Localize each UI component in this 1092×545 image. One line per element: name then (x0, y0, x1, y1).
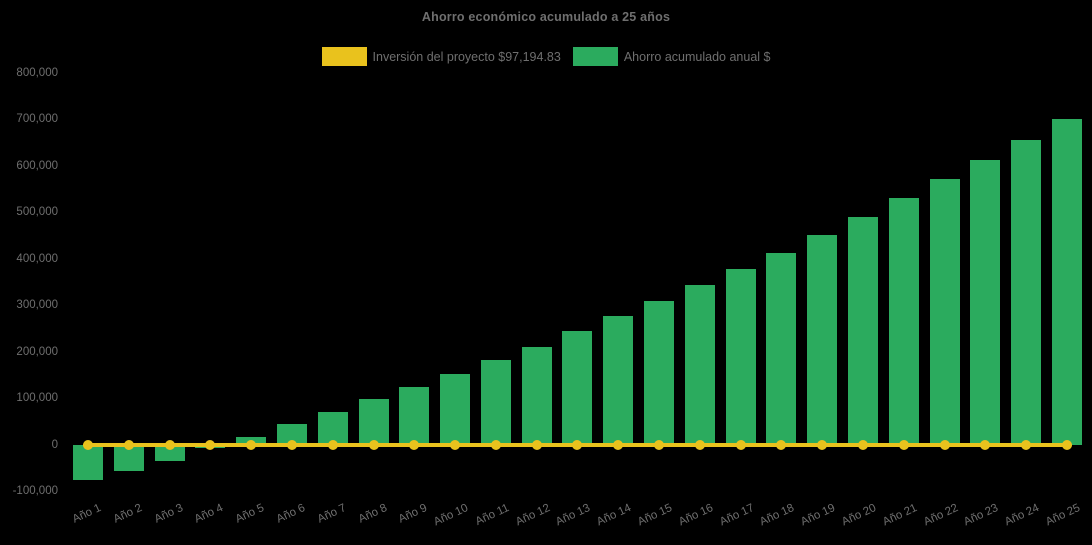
legend-item-savings[interactable]: Ahorro acumulado anual $ (572, 47, 771, 66)
line-marker-dot (776, 439, 787, 450)
x-axis-tick-label: Año 7 (315, 502, 348, 526)
line-marker-dot (164, 439, 175, 450)
x-axis-tick-label: Año 18 (758, 502, 797, 529)
x-axis-tick-label: Año 20 (839, 502, 879, 529)
bar-ano-12 (521, 346, 552, 445)
line-marker-dot (898, 439, 909, 450)
x-axis-tick-label: Año 14 (595, 502, 634, 529)
savings-legend-label: Ahorro acumulado anual $ (623, 49, 771, 64)
line-marker-dot (572, 439, 583, 450)
x-axis-tick-label: Año 2 (111, 502, 144, 526)
line-marker-dot (246, 439, 257, 450)
investment-legend-label: Inversión del proyecto $97,194.83 (372, 49, 561, 64)
x-axis-tick-label: Año 9 (397, 502, 430, 526)
y-axis-tick-label: 400,000 (16, 252, 58, 265)
x-axis-tick-label: Año 19 (799, 502, 838, 529)
bar-ano-25 (1051, 119, 1082, 445)
x-axis-tick-label: Año 8 (356, 502, 389, 526)
bar-ano-6 (276, 423, 307, 445)
x-axis-tick-label: Año 11 (473, 502, 511, 528)
bar-ano-9 (399, 386, 430, 445)
bar-ano-21 (888, 197, 919, 445)
x-axis-tick-label: Año 17 (717, 502, 756, 529)
line-marker-dot (205, 439, 216, 450)
line-marker-dot (123, 439, 134, 450)
line-marker-dot (694, 439, 705, 450)
y-axis-tick-label: 700,000 (16, 113, 58, 126)
bar-ano-19 (807, 235, 838, 445)
x-axis-tick-label: Año 24 (1003, 502, 1042, 529)
x-axis-tick-label: Año 10 (432, 502, 471, 529)
bar-ano-15 (644, 300, 675, 445)
x-axis-tick-label: Año 4 (193, 502, 226, 526)
y-axis-tick-label: 500,000 (16, 206, 58, 219)
line-marker-dot (368, 439, 379, 450)
bar-ano-20 (848, 216, 878, 445)
bar-ano-1 (73, 444, 103, 481)
line-marker-dot (531, 439, 542, 450)
y-axis-tick-label: -100,000 (12, 484, 58, 497)
y-axis-tick-label: 100,000 (16, 392, 58, 405)
line-marker-dot (83, 439, 93, 450)
line-marker-dot (654, 439, 665, 450)
x-axis-tick-label: Año 15 (636, 502, 675, 529)
line-marker-dot (858, 439, 868, 450)
bar-ano-10 (440, 373, 471, 445)
x-axis-tick-label: Año 21 (880, 502, 919, 529)
bar-ano-7 (317, 411, 348, 445)
y-axis-tick-label: 800,000 (16, 67, 58, 79)
line-marker-dot (939, 439, 950, 450)
line-marker-dot (613, 439, 624, 450)
x-axis-tick-label: Año 22 (921, 502, 960, 529)
x-axis-tick-label: Año 25 (1043, 502, 1083, 529)
y-axis-tick-label: 0 (51, 438, 58, 451)
line-marker-dot (1061, 439, 1072, 450)
legend-item-investment[interactable]: Inversión del proyecto $97,194.83 (321, 47, 561, 66)
y-axis-tick-label: 200,000 (16, 345, 58, 358)
x-axis-tick-label: Año 16 (676, 502, 715, 529)
line-marker-dot (735, 439, 746, 450)
line-marker-dot (980, 439, 991, 450)
x-axis-tick-label: Año 13 (554, 502, 593, 529)
bar-ano-13 (562, 331, 593, 445)
y-axis-tick-label: 300,000 (16, 299, 58, 312)
savings-legend-swatch (572, 47, 618, 66)
bar-ano-22 (929, 178, 960, 445)
x-axis-tick-label: Año 5 (233, 502, 267, 526)
bar-ano-18 (766, 252, 797, 445)
bar-ano-23 (970, 159, 1001, 445)
y-axis-tick-label: 600,000 (16, 159, 58, 172)
bar-ano-14 (603, 315, 634, 445)
chart-title: Ahorro económico acumulado a 25 años (421, 10, 671, 24)
line-marker-dot (450, 439, 461, 450)
line-marker-dot (286, 439, 297, 450)
chart-legend: Inversión del proyecto $97,194.83 Ahorro… (0, 47, 1092, 66)
x-axis-tick-label: Año 12 (513, 502, 552, 529)
bar-ano-8 (358, 399, 389, 445)
bar-ano-11 (480, 359, 511, 445)
investment-legend-swatch (321, 47, 367, 66)
x-axis-tick-label: Año 1 (70, 502, 104, 526)
bar-ano-24 (1011, 139, 1042, 445)
x-axis-tick-label: Año 23 (962, 502, 1001, 529)
line-marker-dot (327, 439, 338, 450)
bar-ano-3 (154, 444, 185, 461)
bar-ano-17 (725, 268, 756, 445)
x-axis-tick-label: Año 3 (152, 502, 185, 526)
line-marker-dot (409, 439, 420, 450)
bar-ano-16 (684, 284, 715, 445)
line-marker-dot (490, 439, 501, 450)
line-marker-dot (1021, 439, 1032, 450)
line-marker-dot (817, 439, 828, 450)
x-axis-tick-label: Año 6 (274, 502, 308, 526)
